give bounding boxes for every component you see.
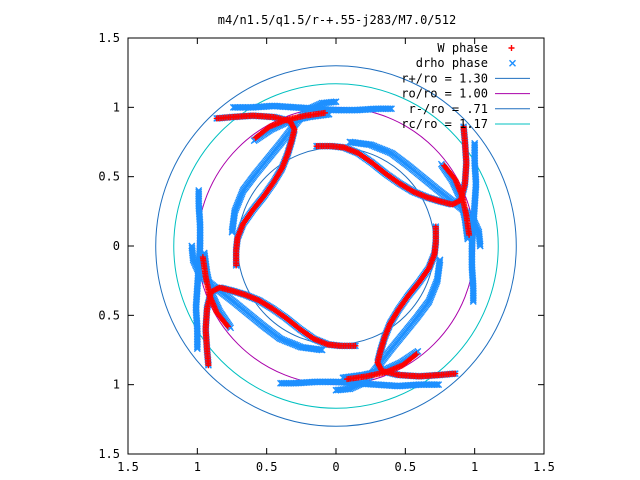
drho-phase-point: [386, 105, 394, 113]
series-drho-phase: [188, 98, 484, 394]
drho-phase-point: [476, 240, 484, 248]
legend-label: r+/ro = 1.30: [401, 71, 488, 85]
w-phase-point: [460, 123, 467, 130]
chart-title: m4/n1.5/q1.5/r-+.55-j283/M7.0/512: [218, 13, 456, 27]
x-tick-label: 1.5: [117, 460, 139, 474]
w-phase-point: [452, 370, 459, 377]
drho-phase-point: [332, 98, 340, 106]
drho-phase-point: [469, 296, 477, 304]
x-tick-label: 1: [194, 460, 201, 474]
w-phase-point: [205, 362, 212, 369]
drho-phase-point: [277, 379, 285, 387]
legend-marker-plus: [508, 45, 515, 51]
y-tick-label: 1: [113, 100, 120, 114]
drho-phase-point: [332, 386, 340, 394]
y-tick-label: 1.5: [98, 31, 120, 45]
w-phase-point: [466, 231, 473, 238]
drho-phase-point: [188, 242, 196, 250]
circle-3: [173, 83, 499, 409]
x-tick-label: 0.5: [256, 460, 278, 474]
series-w-phase: [199, 109, 473, 383]
drho-phase-point: [188, 244, 196, 252]
x-tick-label: 1: [471, 460, 478, 474]
w-phase-point: [213, 115, 220, 122]
drho-phase-point: [278, 379, 286, 387]
circle-2: [237, 147, 435, 345]
x-tick-label: 1.5: [533, 460, 555, 474]
y-tick-label: 1: [113, 378, 120, 392]
drho-phase-point: [195, 188, 203, 196]
drho-phase-point: [334, 386, 342, 394]
circle-0: [155, 65, 517, 427]
drho-phase-point: [195, 187, 203, 195]
axis-ticks: 1.5 1 0.5 0 0.5 1 1.51.510.500.511.5: [98, 31, 555, 474]
w-phase-point: [344, 376, 351, 383]
phase-points: [188, 98, 484, 394]
legend-marker-cross: [509, 59, 516, 67]
y-tick-label: 0: [113, 239, 120, 253]
y-tick-label: 1.5: [98, 447, 120, 461]
drho-phase-point: [330, 98, 338, 106]
y-tick-label: 0.5: [98, 308, 120, 322]
legend-label: drho phase: [416, 56, 488, 70]
legend-label: W phase: [437, 41, 488, 55]
drho-phase-point: [387, 105, 395, 113]
legend-label: ro/ro = 1.00: [401, 87, 488, 101]
drho-phase-point: [476, 242, 484, 250]
y-tick-label: 0.5: [98, 170, 120, 184]
x-tick-label: 0.5: [394, 460, 416, 474]
w-phase-point: [199, 254, 206, 261]
legend-label: rc/ro = 1.17: [401, 117, 488, 131]
x-tick-label: 0: [332, 460, 339, 474]
w-phase-point: [321, 109, 328, 116]
drho-phase-point: [469, 297, 477, 305]
legend-label: r-/ro = .71: [409, 102, 488, 116]
